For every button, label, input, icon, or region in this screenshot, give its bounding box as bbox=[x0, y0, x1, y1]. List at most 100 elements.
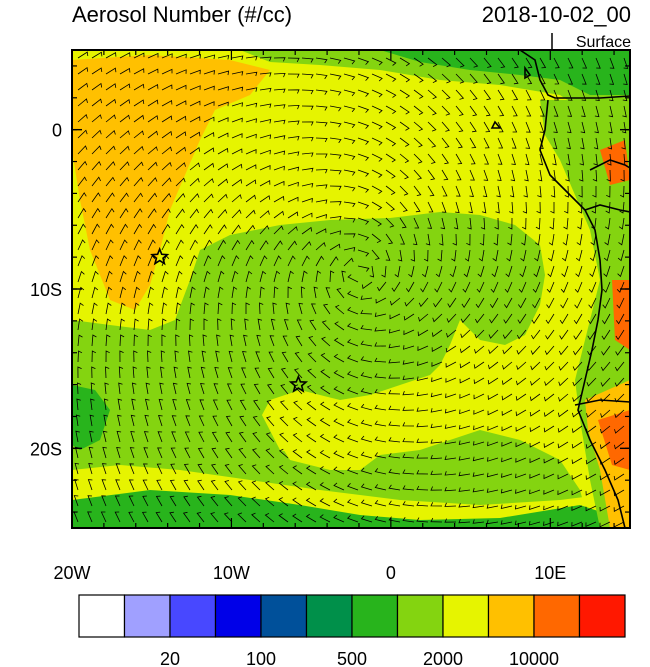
wind-barb bbox=[238, 464, 247, 475]
wind-barb bbox=[74, 462, 80, 475]
wind-barb bbox=[346, 467, 359, 475]
wind-barb bbox=[455, 57, 465, 68]
wind-barb bbox=[565, 169, 570, 182]
wind-barb bbox=[548, 249, 555, 262]
wind-barb bbox=[517, 313, 527, 324]
map-axes: 0 10S 20S 20W 10W 0 10E bbox=[30, 50, 630, 583]
wind-barb bbox=[268, 351, 275, 363]
wind-barb bbox=[119, 270, 127, 283]
wind-barb bbox=[430, 439, 443, 444]
wind-barb bbox=[374, 468, 387, 475]
wind-barb bbox=[132, 366, 137, 379]
wind-barb bbox=[585, 489, 597, 496]
wind-barb bbox=[615, 313, 625, 325]
wind-barb bbox=[301, 121, 314, 126]
wind-barb bbox=[313, 286, 319, 299]
wind-barb bbox=[511, 153, 516, 165]
wind-barb bbox=[305, 513, 317, 523]
wind-barb bbox=[535, 217, 541, 230]
wind-barb bbox=[224, 464, 233, 475]
wind-barb bbox=[77, 286, 85, 299]
wind-barb bbox=[514, 520, 527, 526]
wind-barb bbox=[155, 511, 163, 523]
wind-barb bbox=[267, 367, 275, 379]
wind-barb bbox=[567, 105, 573, 117]
wind-barb bbox=[427, 201, 434, 213]
wind-barb bbox=[147, 302, 154, 315]
wind-barb bbox=[529, 489, 541, 495]
wind-barb bbox=[483, 137, 490, 149]
wind-barb bbox=[461, 297, 471, 309]
wind-barb bbox=[259, 195, 271, 203]
wind-barb bbox=[602, 297, 611, 309]
wind-barb bbox=[305, 465, 317, 475]
wind-barb bbox=[346, 435, 359, 443]
wind-barb bbox=[451, 249, 457, 262]
wind-barb bbox=[343, 57, 356, 65]
wind-barb bbox=[334, 321, 345, 331]
wind-barb bbox=[445, 393, 457, 399]
wind-barb bbox=[231, 163, 243, 171]
wind-barb bbox=[189, 100, 201, 107]
wind-barb bbox=[347, 290, 359, 299]
wind-barb bbox=[585, 521, 597, 528]
wind-barb bbox=[619, 185, 625, 198]
wind-barb bbox=[175, 162, 186, 171]
wind-barb bbox=[184, 447, 191, 459]
wind-barb bbox=[567, 73, 574, 85]
wind-barb bbox=[239, 415, 247, 427]
wind-barb bbox=[343, 246, 356, 252]
wind-barb bbox=[441, 169, 449, 181]
wind-barb bbox=[161, 192, 172, 203]
wind-barb bbox=[388, 468, 401, 475]
colorbar-swatch bbox=[578, 594, 626, 638]
wind-barb bbox=[146, 366, 151, 379]
wind-barb bbox=[371, 153, 383, 162]
wind-barb bbox=[589, 265, 597, 278]
wind-barb bbox=[156, 463, 163, 475]
wind-barb bbox=[483, 73, 492, 84]
wind-barb bbox=[557, 409, 569, 418]
wind-barb bbox=[217, 286, 224, 299]
wind-barb bbox=[529, 409, 541, 417]
wind-barb bbox=[319, 401, 331, 411]
wind-barb bbox=[531, 329, 541, 340]
wind-barb bbox=[621, 121, 627, 134]
wind-barb bbox=[217, 101, 229, 107]
wind-barb bbox=[77, 334, 83, 347]
wind-barb bbox=[273, 270, 281, 283]
wind-barb bbox=[389, 313, 401, 320]
wind-barb bbox=[259, 134, 272, 139]
wind-barb bbox=[301, 167, 314, 173]
wind-barb bbox=[196, 512, 205, 523]
wind-barb bbox=[587, 329, 597, 340]
wind-barb bbox=[444, 486, 457, 492]
wind-barb bbox=[402, 437, 415, 443]
wind-barb bbox=[557, 457, 569, 464]
wind-barb bbox=[487, 377, 499, 385]
wind-barb bbox=[217, 208, 228, 219]
map-area bbox=[72, 50, 630, 528]
colorbar-swatch bbox=[305, 594, 353, 638]
wind-barb bbox=[585, 473, 597, 481]
wind-barb bbox=[539, 57, 547, 69]
wind-barb bbox=[441, 153, 449, 165]
wind-barb bbox=[119, 239, 128, 251]
wind-barb bbox=[504, 281, 513, 293]
wind-barb bbox=[245, 164, 257, 171]
wind-barb bbox=[231, 102, 243, 107]
wind-barb bbox=[273, 255, 282, 267]
wind-barb bbox=[105, 207, 115, 219]
wind-barb bbox=[360, 403, 373, 411]
wind-barb bbox=[346, 403, 359, 411]
wind-barb bbox=[105, 239, 114, 251]
wind-barb bbox=[309, 319, 317, 331]
wind-barb bbox=[371, 233, 382, 244]
wind-barb bbox=[600, 425, 611, 434]
colorbar-label: 10000 bbox=[509, 649, 559, 667]
wind-barb bbox=[143, 447, 149, 459]
wind-barb bbox=[172, 382, 178, 395]
wind-barb bbox=[228, 350, 234, 363]
wind-barb bbox=[142, 495, 149, 507]
wind-barb bbox=[259, 302, 264, 315]
